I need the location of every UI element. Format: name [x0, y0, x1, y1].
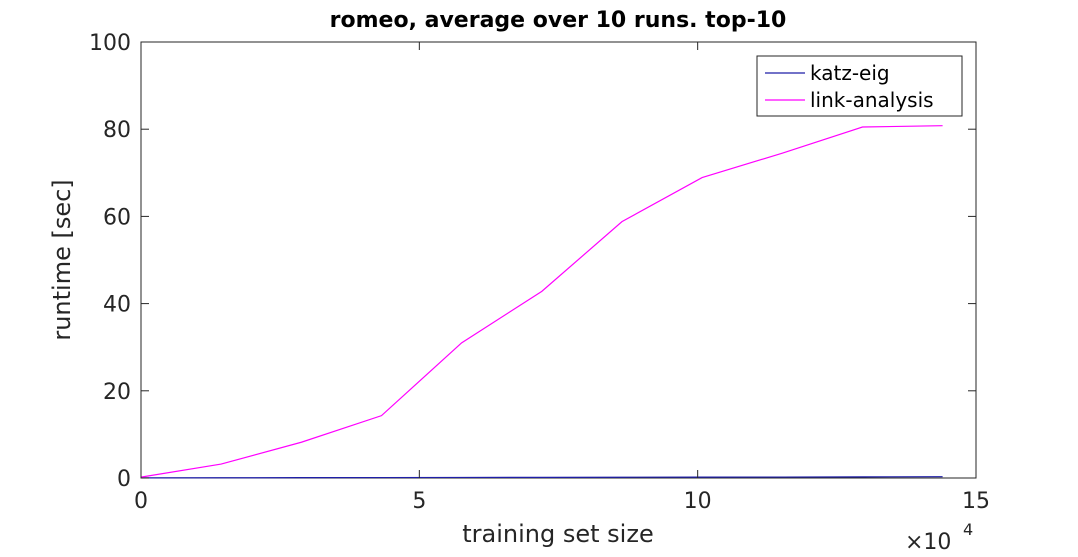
x-tick-label: 15 — [962, 489, 990, 514]
x-axis-multiplier: ×10 4 — [905, 520, 973, 555]
x-multiplier-text: ×10 — [905, 530, 951, 555]
y-tick-label: 40 — [103, 293, 131, 318]
x-axis-label: training set size — [462, 520, 653, 548]
series-layer — [140, 125, 943, 479]
x-tick-label: 10 — [684, 489, 712, 514]
chart-title: romeo, average over 10 runs. top-10 — [330, 8, 787, 33]
series-line-link-analysis — [140, 125, 943, 478]
legend-label-link-analysis: link-analysis — [810, 88, 934, 112]
legend-label-katz-eig: katz-eig — [810, 61, 890, 85]
y-tick-label: 100 — [89, 31, 131, 56]
legend: katz-eig link-analysis — [756, 55, 963, 117]
y-tick-label: 80 — [103, 118, 131, 143]
series-line-katz-eig — [140, 476, 943, 479]
y-axis: 0 20 40 60 80 100 — [89, 31, 976, 492]
x-tick-label: 0 — [134, 489, 148, 514]
x-multiplier-exponent: 4 — [963, 520, 973, 539]
legend-box — [756, 55, 963, 117]
y-tick-label: 0 — [117, 467, 131, 492]
y-tick-label: 60 — [103, 205, 131, 230]
y-axis-label: runtime [sec] — [48, 179, 76, 340]
x-tick-label: 5 — [412, 489, 426, 514]
x-axis: 0 5 10 15 — [134, 42, 990, 514]
y-tick-label: 20 — [103, 380, 131, 405]
